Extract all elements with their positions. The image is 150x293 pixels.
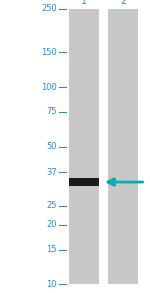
- Text: 50: 50: [46, 142, 57, 151]
- Text: 20: 20: [46, 220, 57, 229]
- Text: 10: 10: [46, 280, 57, 289]
- Text: 37: 37: [46, 168, 57, 177]
- Text: 25: 25: [46, 201, 57, 210]
- Text: 2: 2: [120, 0, 126, 6]
- Text: 150: 150: [41, 48, 57, 57]
- Bar: [69, 178, 99, 186]
- Text: 75: 75: [46, 107, 57, 116]
- Text: 1: 1: [81, 0, 87, 6]
- Text: 250: 250: [41, 4, 57, 13]
- Bar: [69, 9, 99, 284]
- Text: 100: 100: [41, 83, 57, 92]
- Text: 15: 15: [46, 245, 57, 254]
- Bar: [108, 9, 138, 284]
